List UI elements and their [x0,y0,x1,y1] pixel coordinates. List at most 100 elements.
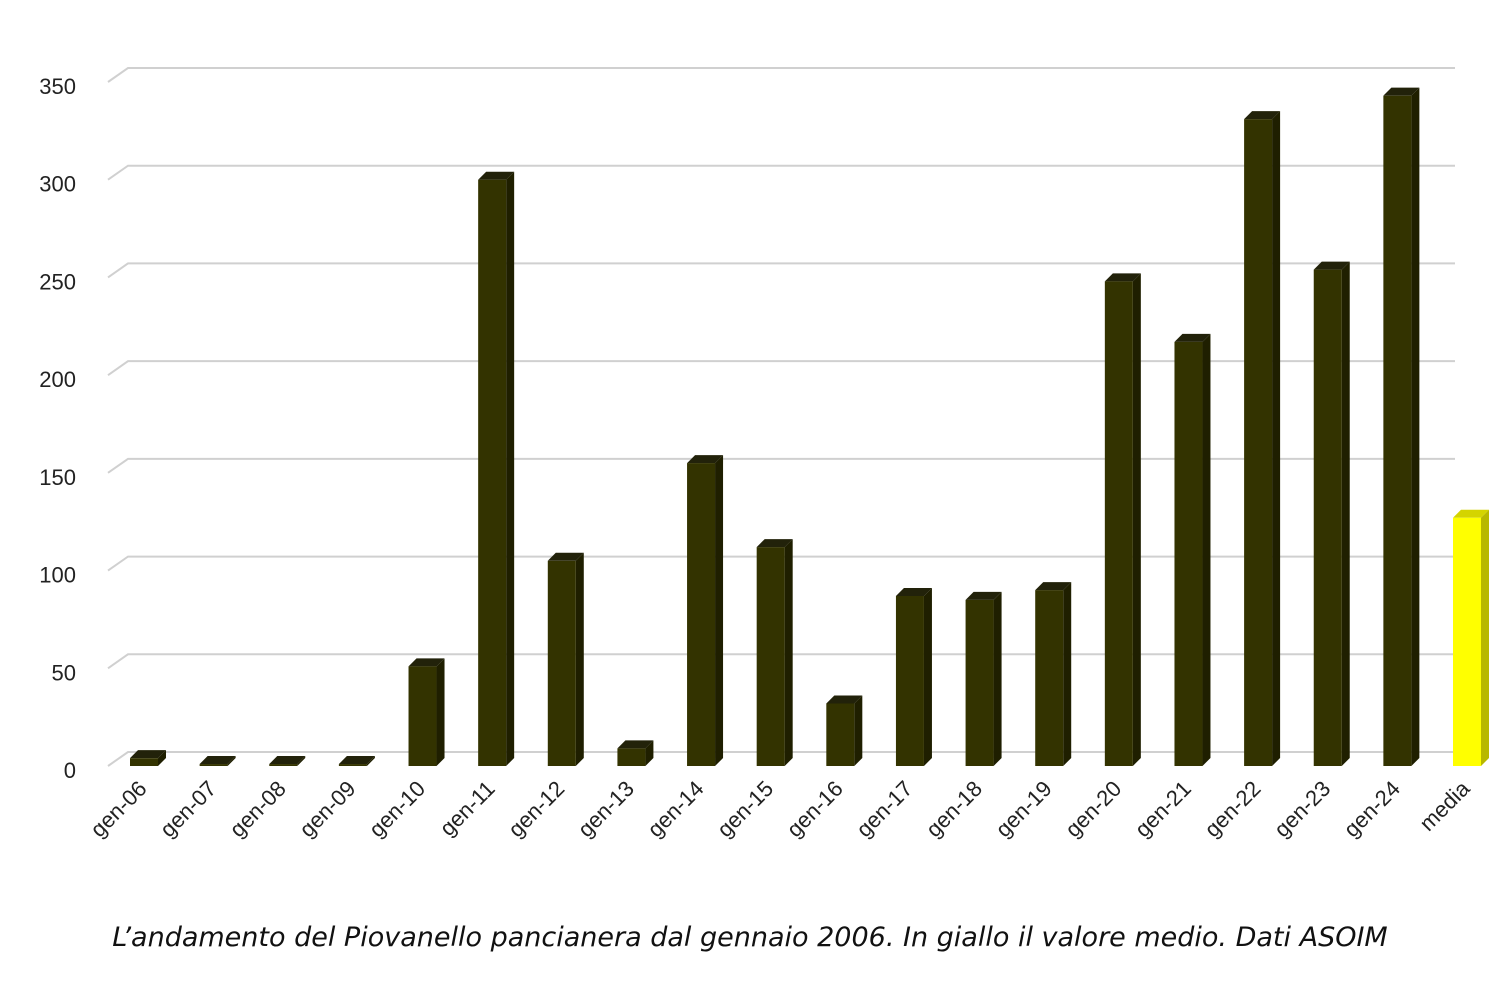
bar-top [1313,261,1350,270]
bar-top [269,756,306,765]
gridline [107,457,1455,474]
bar-side [993,591,1002,766]
bar-front [1313,269,1342,766]
x-tick-label: gen-15 [712,776,778,842]
bar-top [547,552,584,561]
x-tick-label: gen-21 [1130,776,1196,842]
x-tick-label: gen-16 [782,776,848,842]
bar-side [854,695,863,766]
bar-front [756,547,785,766]
bar-top [826,695,863,704]
bar-front [130,758,158,766]
x-tick-label: gen-18 [921,776,987,842]
bars [130,87,1489,767]
bar-top [687,455,724,464]
bar-top [478,171,515,180]
bar-gen-08 [269,756,306,766]
bar-front [617,748,646,766]
bar-side [1341,261,1350,766]
bar-side [158,750,166,766]
bar-front [965,599,994,766]
bar-side [715,455,724,766]
bar-front [1244,119,1273,767]
bar-gen-06 [130,750,166,766]
bar-front [338,764,367,766]
bar-gen-22 [1244,111,1281,767]
x-tick-label: gen-11 [435,776,500,841]
x-tick-label: gen-06 [85,776,151,842]
gridline [107,555,1455,572]
bar-top [965,591,1002,600]
x-tick-label: media [1414,775,1475,836]
bar-average [1453,509,1489,766]
bar-side [297,756,306,766]
bar-top [1174,333,1211,342]
bar-gen-10 [408,658,445,766]
bar-side [645,740,654,766]
bar-top [199,756,236,765]
gridline [107,67,1455,83]
x-tick-label: gen-24 [1339,776,1405,842]
bar-top [1035,582,1072,591]
bar-front [1035,590,1064,766]
bar-gen-12 [547,552,584,766]
bar-side [784,539,793,766]
bar-side [1272,111,1281,767]
bar-gen-23 [1313,261,1350,766]
gridline [107,164,1455,181]
bar-gen-24 [1383,87,1420,767]
bar-front [1104,281,1133,766]
gridline [107,262,1455,279]
bar-side [1202,333,1211,766]
x-tick-label: gen-20 [1060,776,1126,842]
bar-gen-09 [338,756,375,766]
bar-side [1411,87,1420,767]
bar-gen-15 [756,539,793,766]
x-tick-label: gen-07 [155,776,221,842]
x-tick-label: gen-09 [294,776,360,842]
bar-side [1063,582,1072,766]
bar-front [1453,517,1481,766]
x-tick-label: gen-19 [991,776,1057,842]
bar-front [199,764,228,766]
x-tick-label: gen-10 [364,776,430,842]
bar-gen-13 [617,740,654,766]
bar-front [895,595,924,766]
y-tick-label: 150 [39,465,76,490]
x-tick-label: gen-08 [225,776,291,842]
y-tick-label: 300 [39,172,76,197]
chart-caption: L’andamento del Piovanello pancianera da… [112,922,1388,953]
y-tick-label: 250 [39,269,76,294]
x-tick-label: gen-12 [503,776,569,842]
bar-top [1104,273,1141,282]
bar-front [1383,95,1412,767]
bar-front [478,179,507,766]
bar-front [1174,341,1203,766]
bar-front [687,463,716,766]
bar-gen-18 [965,591,1002,766]
bar-side [436,658,445,766]
gridline [107,360,1455,376]
gridline [107,751,1455,767]
bar-front [547,560,576,766]
gridline [107,653,1455,670]
bar-gen-14 [687,455,724,766]
bar-side [575,552,584,766]
gridlines [107,67,1455,767]
bar-side [227,756,236,766]
bar-front [826,703,855,766]
y-tick-label: 0 [64,758,76,783]
y-tick-label: 200 [39,367,76,392]
bar-top [756,539,793,548]
bar-top [338,756,375,765]
x-tick-label: gen-14 [642,776,708,842]
x-tick-label: gen-17 [851,776,917,842]
bar-side [1481,509,1489,766]
bar-gen-17 [895,587,932,766]
bar-top [617,740,654,749]
x-tick-label: gen-22 [1200,776,1266,842]
bar-side [1132,273,1141,766]
x-tick-label: gen-13 [573,776,639,842]
bar-gen-16 [826,695,863,766]
